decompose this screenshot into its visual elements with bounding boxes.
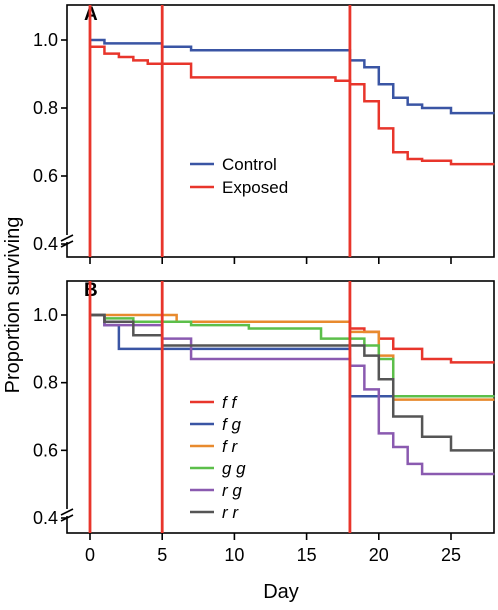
- legend-b-fg: f g: [222, 415, 241, 434]
- panel-b-x-tick-label-15: 15: [297, 545, 317, 565]
- legend-b-rr: r r: [222, 503, 239, 522]
- panel-a-y-tick-label-0.4: 0.4: [33, 234, 58, 254]
- panel-b-axis-break-lower: [60, 514, 74, 522]
- panel-b-axis-break-upper: [60, 508, 74, 516]
- panel-a-frame: [66, 4, 495, 258]
- panel-b-series-fr-line: [90, 313, 495, 401]
- legend-a-control: Control: [222, 155, 277, 174]
- panel-b-event-lines: [88, 281, 352, 533]
- panel-b-x-tick-label-10: 10: [224, 545, 244, 565]
- panel-b-y-axis: 0.4 0.6 0.8 1.0: [33, 305, 74, 528]
- panel-a-y-axis: 0.4 0.6 0.8 1.0: [33, 30, 74, 254]
- panel-a-axis-break-lower: [60, 240, 74, 248]
- panel-b-y-tick-label-0.6: 0.6: [33, 440, 58, 460]
- panel-b-x-axis: 0 5 10 15 20 25: [85, 533, 461, 565]
- panel-b-frame: [66, 280, 495, 534]
- panel-a: A 0.40.60.81.0 Control Exposed: [33, 4, 495, 264]
- panel-b-x-tick-label-25: 25: [441, 545, 461, 565]
- panel-a-series-exposed-line: [90, 45, 495, 166]
- panel-a-y-tick-label-1.0: 1.0: [33, 30, 58, 50]
- panel-a-y-tick-label-0.6: 0.6: [33, 166, 58, 186]
- legend-a-exposed: Exposed: [222, 178, 288, 197]
- x-axis-title: Day: [263, 581, 299, 603]
- panel-b-y-tick-label-1.0: 1.0: [33, 305, 58, 325]
- panel-a-series: [90, 38, 495, 166]
- panel-b-series-rg-line: [90, 313, 495, 476]
- y-axis-title: Proportion surviving: [2, 217, 24, 394]
- panel-b-series-rr-line: [90, 313, 495, 452]
- legend-b-ff: f f: [222, 393, 238, 412]
- panel-b-series: [90, 313, 495, 476]
- panel-b-series-fg-line: [90, 313, 495, 398]
- panel-b-y-tick-label-0.8: 0.8: [33, 373, 58, 393]
- panel-b-series-gg-line: [90, 313, 495, 398]
- panel-b-legend: f f f g f r g g r g r r: [190, 393, 246, 522]
- panel-a-event-lines: [88, 5, 352, 257]
- panel-b-x-tick-label-20: 20: [369, 545, 389, 565]
- panel-b-x-tick-label-5: 5: [157, 545, 167, 565]
- legend-b-gg: g g: [222, 459, 246, 478]
- legend-b-fr: f r: [222, 437, 238, 456]
- panel-a-x-axis: [89, 257, 452, 264]
- legend-b-rg: r g: [222, 481, 242, 500]
- panel-a-y-tick-label-0.8: 0.8: [33, 98, 58, 118]
- panel-b-y-tick-label-0.4: 0.4: [33, 508, 58, 528]
- panel-b-x-tick-label-0: 0: [85, 545, 95, 565]
- panel-a-legend: Control Exposed: [190, 155, 288, 197]
- panel-a-axis-break-upper: [60, 234, 74, 242]
